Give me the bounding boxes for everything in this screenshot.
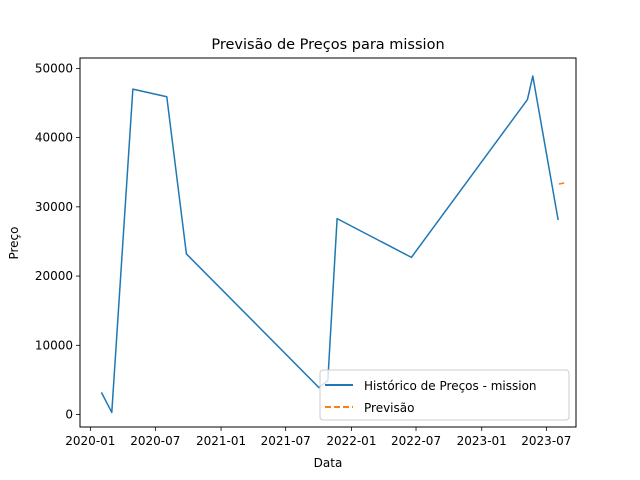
- x-tick-label-0: 2020-01: [65, 434, 115, 448]
- x-tick-label-1: 2020-07: [130, 434, 180, 448]
- axes-frame: [79, 57, 577, 428]
- x-tick-label-3: 2021-07: [261, 434, 311, 448]
- y-tick-label-3: 30000: [35, 200, 73, 214]
- y-axis-label: Preço: [7, 226, 21, 259]
- x-tick-label-6: 2023-01: [457, 434, 507, 448]
- y-tick-label-5: 50000: [35, 61, 73, 75]
- chart-title: Previsão de Preços para mission: [211, 37, 444, 53]
- x-tick-label-4: 2022-01: [326, 434, 376, 448]
- y-axis: 0 10000 20000 30000 40000 50000: [35, 61, 80, 422]
- x-tick-label-5: 2022-07: [391, 434, 441, 448]
- y-tick-label-1: 10000: [35, 338, 73, 352]
- y-tick-label-4: 40000: [35, 131, 73, 145]
- x-axis-label: Data: [314, 456, 343, 470]
- y-tick-label-2: 20000: [35, 269, 73, 283]
- legend: Histórico de Preços - mission Previsão: [319, 369, 570, 421]
- legend-label-historico: Histórico de Preços - mission: [364, 379, 537, 393]
- x-tick-label-2: 2021-01: [196, 434, 246, 448]
- x-axis: 2020-01 2020-07 2021-01 2021-07 2022-01 2022-…: [65, 427, 571, 448]
- series-line-1: [558, 181, 567, 185]
- x-tick-label-7: 2023-07: [521, 434, 571, 448]
- legend-box: [319, 369, 570, 421]
- y-tick-label-0: 0: [65, 408, 73, 422]
- legend-label-previsao: Previsão: [364, 401, 414, 415]
